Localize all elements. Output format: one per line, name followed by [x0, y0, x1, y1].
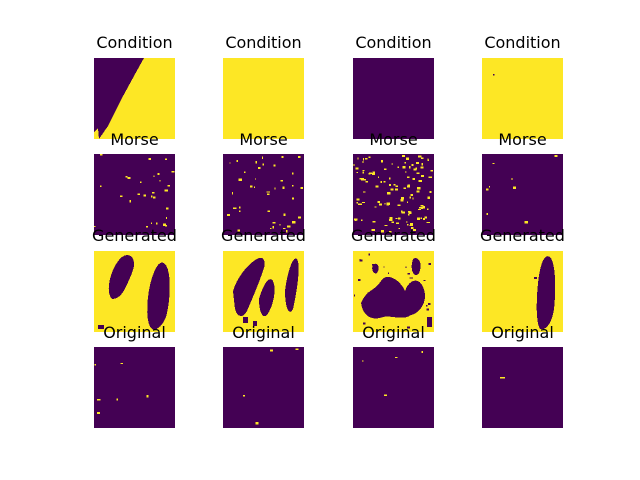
mask-image-canvas [353, 347, 434, 428]
mask-image-canvas [94, 58, 175, 139]
panel-title: Original [232, 323, 295, 342]
mask-image [482, 154, 563, 235]
mask-image [353, 154, 434, 235]
panel-title: Morse [110, 130, 159, 149]
panel-title: Original [491, 323, 554, 342]
mask-image-canvas [223, 154, 304, 235]
mask-image [482, 251, 563, 332]
panel-title: Condition [96, 33, 173, 52]
mask-image [223, 58, 304, 139]
mask-image [94, 251, 175, 332]
panel-title: Generated [92, 226, 177, 245]
panel-title: Condition [484, 33, 561, 52]
mask-image-canvas [482, 154, 563, 235]
mask-image [482, 58, 563, 139]
mask-image-canvas [482, 347, 563, 428]
panel-title: Generated [351, 226, 436, 245]
mask-image [353, 58, 434, 139]
mask-image-canvas [94, 251, 175, 332]
mask-image-canvas [353, 154, 434, 235]
panel-title: Generated [221, 226, 306, 245]
mask-image-canvas [223, 58, 304, 139]
mask-image-canvas [353, 251, 434, 332]
mask-image [482, 347, 563, 428]
panel-title: Morse [498, 130, 547, 149]
panel-title: Condition [225, 33, 302, 52]
mask-image-canvas [223, 251, 304, 332]
mask-image [353, 347, 434, 428]
panel-title: Original [362, 323, 425, 342]
mask-image-canvas [94, 347, 175, 428]
panel-title: Morse [239, 130, 288, 149]
mask-image-canvas [482, 251, 563, 332]
panel-title: Generated [480, 226, 565, 245]
panel-title: Original [103, 323, 166, 342]
mask-image [94, 347, 175, 428]
mask-image [353, 251, 434, 332]
mask-image [223, 251, 304, 332]
mask-image [94, 154, 175, 235]
mask-image-canvas [223, 347, 304, 428]
mask-image-canvas [353, 58, 434, 139]
panel-title: Morse [369, 130, 418, 149]
panel-title: Condition [355, 33, 432, 52]
mask-image-canvas [94, 154, 175, 235]
mask-image [223, 154, 304, 235]
mask-image [94, 58, 175, 139]
mask-image-canvas [482, 58, 563, 139]
mask-image [223, 347, 304, 428]
